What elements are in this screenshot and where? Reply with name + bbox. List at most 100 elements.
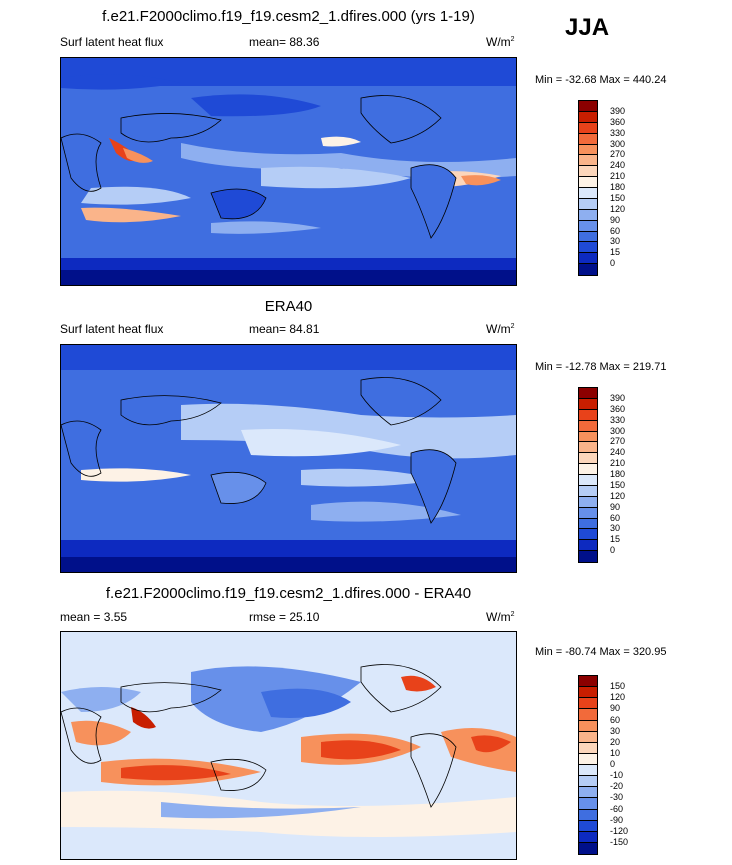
panel-2-colorbar	[578, 387, 598, 563]
colorbar-tick-label: 30	[610, 725, 621, 736]
colorbar-swatch	[579, 709, 597, 721]
colorbar-swatch	[579, 687, 597, 699]
panel-1-mean-label: mean= 88.36	[249, 35, 320, 49]
colorbar-tick-label: 180	[610, 469, 626, 479]
colorbar-tick-label: 0	[610, 759, 616, 769]
colorbar-swatch	[579, 787, 597, 799]
colorbar-swatch	[579, 765, 597, 777]
colorbar-swatch	[579, 496, 597, 508]
colorbar-tick-label: 60	[610, 512, 621, 523]
panel-1-units: W/m2	[486, 35, 515, 49]
colorbar-swatch	[579, 551, 597, 562]
colorbar-tick-label: -10	[610, 770, 624, 781]
colorbar-tick-label: 30	[610, 523, 621, 534]
colorbar-tick-label: 300	[610, 138, 626, 149]
colorbar-tick-label: 0	[610, 545, 616, 556]
panel-2-mean-label: mean= 84.81	[249, 322, 320, 336]
colorbar-swatch	[579, 398, 597, 410]
panel-1-minmax: Min = -32.68 Max = 440.24	[535, 74, 667, 86]
colorbar-swatch	[579, 485, 597, 497]
colorbar-tick-label: 270	[610, 149, 626, 160]
panel-2-map	[60, 344, 517, 573]
colorbar-tick-label: 90	[610, 501, 621, 512]
colorbar-tick-label: 240	[610, 160, 626, 171]
colorbar-tick-label: 120	[610, 490, 626, 501]
colorbar-tick-label: 90	[610, 214, 621, 225]
colorbar-swatch	[579, 420, 597, 432]
colorbar-tick-label: -150	[610, 836, 629, 847]
colorbar-tick-label: 360	[610, 403, 626, 414]
panel-3-title: f.e21.F2000climo.f19_f19.cesm2_1.dfires.…	[105, 585, 472, 602]
colorbar-swatch	[579, 133, 597, 145]
colorbar-swatch	[579, 698, 597, 710]
colorbar-tick-label: 120	[610, 203, 626, 214]
colorbar-tick-label: 120	[610, 692, 626, 703]
colorbar-swatch	[579, 720, 597, 732]
colorbar-swatch	[579, 676, 597, 688]
colorbar-tick-label: 210	[610, 171, 626, 182]
colorbar-swatch	[579, 731, 597, 743]
colorbar-tick-label: -60	[610, 803, 624, 814]
colorbar-tick-label: 150	[610, 681, 626, 692]
colorbar-tick-label: -30	[610, 792, 624, 803]
colorbar-swatch	[579, 442, 597, 454]
panel-2-minmax: Min = -12.78 Max = 219.71	[535, 361, 667, 373]
colorbar-tick-label: 150	[610, 479, 626, 490]
colorbar-swatch	[579, 220, 597, 232]
season-label: JJA	[565, 14, 610, 41]
panel-2-variable-label: Surf latent heat flux	[60, 322, 164, 336]
colorbar-tick-label: 390	[610, 392, 626, 403]
panel-1-variable-label: Surf latent heat flux	[60, 35, 164, 49]
colorbar-swatch	[579, 742, 597, 754]
colorbar-swatch	[579, 518, 597, 530]
colorbar-tick-label: -120	[610, 825, 629, 836]
colorbar-swatch	[579, 231, 597, 243]
colorbar-tick-label: 90	[610, 703, 621, 714]
colorbar-tick-label: -20	[610, 781, 624, 792]
panel-3-mean-label: mean = 3.55	[60, 610, 128, 624]
colorbar-swatch	[579, 242, 597, 254]
colorbar-swatch	[579, 177, 597, 188]
colorbar-swatch	[579, 111, 597, 123]
colorbar-tick-label: 10	[610, 747, 621, 758]
colorbar-tick-label: 330	[610, 414, 626, 425]
colorbar-tick-label: 150	[610, 192, 626, 203]
colorbar-swatch	[579, 540, 597, 552]
colorbar-tick-label: 210	[610, 458, 626, 469]
colorbar-tick-label: 180	[610, 182, 626, 192]
colorbar-swatch	[579, 529, 597, 541]
colorbar-tick-label: 15	[610, 534, 621, 545]
colorbar-tick-label: 270	[610, 436, 626, 447]
colorbar-swatch	[579, 453, 597, 465]
colorbar-tick-label: 30	[610, 236, 621, 247]
colorbar-tick-label: 240	[610, 447, 626, 458]
colorbar-swatch	[579, 809, 597, 821]
colorbar-swatch	[579, 198, 597, 210]
colorbar-swatch	[579, 101, 597, 112]
colorbar-swatch	[579, 388, 597, 399]
panel-3-units: W/m2	[486, 610, 515, 624]
colorbar-swatch	[579, 409, 597, 421]
panel-1-colorbar	[578, 100, 598, 276]
colorbar-swatch	[579, 464, 597, 475]
panel-3-rmse-label: rmse = 25.10	[249, 610, 320, 624]
colorbar-swatch	[579, 820, 597, 832]
colorbar-swatch	[579, 753, 597, 765]
colorbar-tick-label: 0	[610, 258, 616, 269]
panel-1-map	[60, 57, 517, 286]
colorbar-swatch	[579, 798, 597, 810]
colorbar-swatch	[579, 507, 597, 519]
colorbar-tick-label: 330	[610, 127, 626, 138]
colorbar-tick-label: 300	[610, 425, 626, 436]
colorbar-swatch	[579, 776, 597, 788]
panel-3-minmax: Min = -80.74 Max = 320.95	[535, 646, 667, 658]
colorbar-tick-label: 20	[610, 736, 621, 747]
colorbar-swatch	[579, 842, 597, 854]
colorbar-swatch	[579, 431, 597, 443]
panel-2-units: W/m2	[486, 322, 515, 336]
panel-2-title: ERA40	[264, 298, 313, 315]
colorbar-swatch	[579, 166, 597, 178]
colorbar-tick-label: 390	[610, 105, 626, 116]
colorbar-swatch	[579, 253, 597, 265]
panel-3-colorbar	[578, 675, 598, 855]
